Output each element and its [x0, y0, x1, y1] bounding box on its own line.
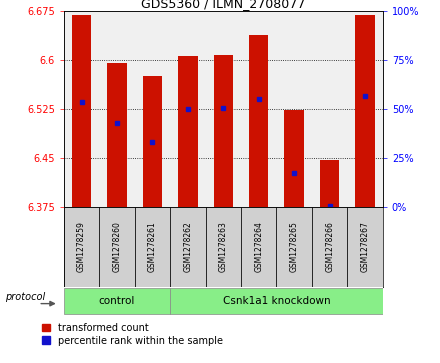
FancyBboxPatch shape: [64, 207, 99, 287]
Bar: [284, 110, 304, 207]
Bar: [107, 63, 127, 207]
Text: protocol: protocol: [5, 292, 45, 302]
Text: GSM1278266: GSM1278266: [325, 221, 334, 272]
FancyBboxPatch shape: [276, 207, 312, 287]
Text: GSM1278265: GSM1278265: [290, 221, 299, 272]
FancyBboxPatch shape: [64, 288, 170, 314]
Bar: [249, 35, 268, 207]
FancyBboxPatch shape: [170, 207, 205, 287]
Text: GSM1278264: GSM1278264: [254, 221, 263, 272]
FancyBboxPatch shape: [312, 207, 347, 287]
Text: GSM1278259: GSM1278259: [77, 221, 86, 272]
FancyBboxPatch shape: [170, 288, 383, 314]
FancyBboxPatch shape: [205, 207, 241, 287]
Text: GSM1278262: GSM1278262: [183, 221, 192, 272]
Text: GSM1278263: GSM1278263: [219, 221, 228, 272]
Text: Csnk1a1 knockdown: Csnk1a1 knockdown: [223, 296, 330, 306]
Legend: transformed count, percentile rank within the sample: transformed count, percentile rank withi…: [40, 321, 224, 347]
Text: GSM1278267: GSM1278267: [360, 221, 370, 272]
Bar: [320, 160, 339, 207]
Bar: [178, 56, 198, 207]
Text: GSM1278260: GSM1278260: [113, 221, 121, 272]
Text: GSM1278261: GSM1278261: [148, 221, 157, 272]
Title: GDS5360 / ILMN_2708077: GDS5360 / ILMN_2708077: [141, 0, 305, 10]
Bar: [213, 55, 233, 207]
FancyBboxPatch shape: [347, 207, 383, 287]
Text: control: control: [99, 296, 135, 306]
FancyBboxPatch shape: [99, 207, 135, 287]
Bar: [143, 76, 162, 207]
Bar: [356, 15, 375, 207]
Bar: [72, 15, 91, 207]
FancyBboxPatch shape: [241, 207, 276, 287]
FancyBboxPatch shape: [135, 207, 170, 287]
